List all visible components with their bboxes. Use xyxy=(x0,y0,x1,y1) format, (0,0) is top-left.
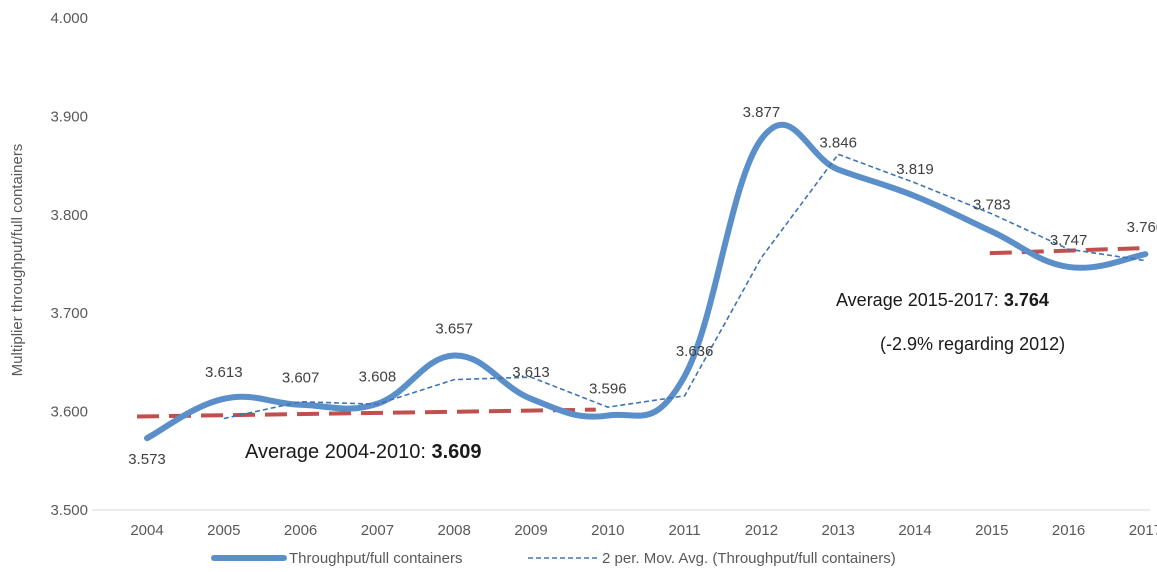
x-tick-label: 2013 xyxy=(822,522,855,539)
data-label: 3.877 xyxy=(743,104,781,121)
series-group xyxy=(144,121,1149,442)
data-label: 3.760 xyxy=(1127,219,1157,236)
y-tick-label: 3.600 xyxy=(50,404,88,421)
data-label: 3.657 xyxy=(435,321,473,338)
y-tick-label: 3.900 xyxy=(50,108,88,125)
annotation-avg-2015-2017-note: (-2.9% regarding 2012) xyxy=(880,334,1065,354)
x-tick-label: 2017 xyxy=(1129,522,1157,539)
data-label: 3.613 xyxy=(512,364,550,381)
average-line xyxy=(989,246,1140,256)
x-tick-label: 2008 xyxy=(438,522,471,539)
x-tick-label: 2007 xyxy=(361,522,394,539)
average-lines xyxy=(136,246,1140,419)
data-label: 3.783 xyxy=(973,197,1011,214)
legend-label-series-1: Throughput/full containers xyxy=(289,550,462,567)
x-tick-label: 2005 xyxy=(207,522,240,539)
y-tick-label: 4.000 xyxy=(50,10,88,27)
x-tick-label: 2014 xyxy=(898,522,931,539)
y-axis-label: Multiplier throughput/full containers xyxy=(9,144,26,377)
x-tick-label: 2015 xyxy=(975,522,1008,539)
x-tick-label: 2004 xyxy=(130,522,163,539)
x-tick-label: 2006 xyxy=(284,522,317,539)
y-tick-label: 3.700 xyxy=(50,305,88,322)
data-label: 3.636 xyxy=(676,343,714,360)
data-label: 3.596 xyxy=(589,381,627,398)
data-label: 3.846 xyxy=(819,135,857,152)
legend-label-series-2: 2 per. Mov. Avg. (Throughput/full contai… xyxy=(602,550,896,567)
average-line xyxy=(136,407,596,419)
series-throughput-line xyxy=(144,121,1149,442)
data-label: 3.607 xyxy=(282,370,320,387)
x-tick-label: 2011 xyxy=(668,522,700,539)
x-tick-label: 2010 xyxy=(591,522,624,539)
data-label: 3.747 xyxy=(1050,232,1088,249)
x-tick-label: 2016 xyxy=(1052,522,1085,539)
x-axis-ticks: 2004 2005 2006 2007 2008 2009 2010 2011 2012 2013… xyxy=(130,522,1157,539)
data-labels: 3.573 3.613 3.607 3.608 3.657 3.613 3.596 3.636… xyxy=(128,104,1157,468)
y-tick-label: 3.800 xyxy=(50,207,88,224)
data-label: 3.819 xyxy=(896,161,934,178)
data-label: 3.573 xyxy=(128,451,166,468)
legend: Throughput/full containers 2 per. Mov. A… xyxy=(211,550,896,567)
annotation-avg-2004-2010: Average 2004-2010: 3.609 xyxy=(245,441,482,463)
data-label: 3.608 xyxy=(359,369,397,386)
x-tick-label: 2012 xyxy=(745,522,778,539)
x-tick-label: 2009 xyxy=(514,522,547,539)
annotation-avg-2015-2017: Average 2015-2017: 3.764 xyxy=(836,290,1049,310)
data-label: 3.613 xyxy=(205,364,243,381)
y-tick-label: 3.500 xyxy=(50,502,88,519)
series-moving-average-line xyxy=(223,153,1146,420)
y-axis-ticks: 3.500 3.600 3.700 3.800 3.900 4.000 xyxy=(50,10,88,519)
